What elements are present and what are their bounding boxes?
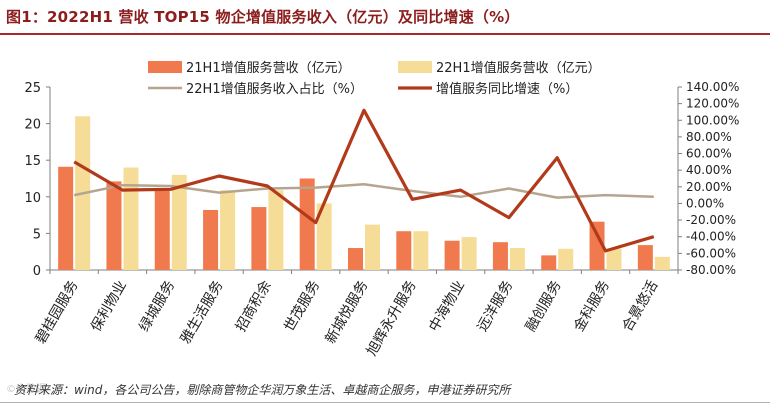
legend-label: 增值服务同比增速（%） xyxy=(436,81,578,97)
ticks-layer: 0 5 10 15 20 25 -80.00% -60.00% -40.00% -20.00% 0.… xyxy=(24,80,739,279)
chart-area: 0 5 10 15 20 25 -80.00% -60.00% -40.00% -20.00% 0.… xyxy=(24,60,739,359)
category-label: 中海物业 xyxy=(426,278,468,334)
bar-21h1 xyxy=(444,240,460,270)
right-tick-label: 120.00% xyxy=(686,97,739,111)
category-label: 招商积余 xyxy=(232,278,275,335)
legend-label: 21H1增值服务营收（亿元） xyxy=(186,60,351,76)
bar-21h1 xyxy=(348,248,363,270)
bar-22h1 xyxy=(654,256,670,270)
category-label: 金科服务 xyxy=(571,278,613,334)
category-label: 雅生活服务 xyxy=(178,278,227,347)
chart-title: 图1：2022H1 营收 TOP15 物企增值服务收入（亿元）及同比增速（%） xyxy=(6,8,520,26)
watermark-text: ©大数据 xyxy=(6,384,46,395)
left-tick-label: 5 xyxy=(33,227,41,242)
category-label: 旭辉永升服务 xyxy=(364,278,420,359)
left-tick-label: 15 xyxy=(24,154,41,169)
growth-line xyxy=(73,108,655,253)
bar-22h1 xyxy=(509,248,525,270)
bar-21h1 xyxy=(299,178,315,270)
right-tick-label: 80.00% xyxy=(686,130,732,144)
bar-21h1 xyxy=(541,255,557,270)
bottom-divider xyxy=(0,402,770,403)
right-tick-label: 140.00% xyxy=(686,80,739,94)
legend-layer: 21H1增值服务营收（亿元） 22H1增值服务营收（亿元） 22H1增值服务收入占比… xyxy=(148,60,601,97)
left-tick-label: 10 xyxy=(24,191,41,206)
legend-swatch xyxy=(398,61,432,73)
ratio-line xyxy=(73,183,654,199)
right-tick-label: -20.00% xyxy=(686,213,736,227)
left-tick-label: 25 xyxy=(24,81,41,96)
bar-22h1 xyxy=(220,190,236,270)
bar-22h1 xyxy=(171,174,187,270)
category-label: 新城悦服务 xyxy=(323,278,372,347)
bar-21h1 xyxy=(396,231,412,270)
bar-21h1 xyxy=(251,207,267,270)
category-label: 远洋服务 xyxy=(475,278,517,334)
bar-22h1 xyxy=(461,237,477,270)
category-label: 碧桂园服务 xyxy=(33,278,82,347)
bar-21h1 xyxy=(106,181,122,270)
category-label: 保利物业 xyxy=(88,278,130,334)
bar-22h1 xyxy=(268,190,284,270)
bar-21h1 xyxy=(637,245,653,270)
right-tick-label: 20.00% xyxy=(686,180,732,194)
legend-label: 22H1增值服务收入占比（%） xyxy=(186,81,363,97)
bar-21h1 xyxy=(58,166,74,270)
bar-22h1 xyxy=(123,167,139,270)
right-tick-label: -40.00% xyxy=(686,230,736,244)
left-tick-label: 20 xyxy=(24,118,41,133)
bar-22h1 xyxy=(606,248,622,270)
legend-swatch xyxy=(148,61,182,73)
category-label: 绿城服务 xyxy=(136,278,178,334)
bar-21h1 xyxy=(492,242,508,270)
bar-21h1 xyxy=(589,221,605,270)
right-tick-label: 60.00% xyxy=(686,147,732,161)
bar-21h1 xyxy=(154,190,170,270)
category-label: 融创服务 xyxy=(523,278,565,334)
lines-layer xyxy=(73,108,655,253)
right-tick-label: -80.00% xyxy=(686,263,736,277)
right-tick-label: -60.00% xyxy=(686,246,736,260)
title-divider xyxy=(0,33,770,35)
category-label: 世茂服务 xyxy=(280,278,323,335)
category-label: 合景悠活 xyxy=(619,278,661,334)
bar-22h1 xyxy=(316,203,332,270)
right-tick-label: 0.00% xyxy=(686,196,724,210)
source-note: 资料来源：wind，各公司公告，剔除商管物企华润万象生活、卓越商企服务，申港证券… xyxy=(14,383,511,397)
bar-22h1 xyxy=(413,231,429,270)
bar-21h1 xyxy=(203,209,219,270)
bar-22h1 xyxy=(558,248,574,270)
right-tick-label: 100.00% xyxy=(686,113,739,127)
bars-layer xyxy=(58,116,670,270)
axes-layer xyxy=(49,87,679,271)
right-tick-label: 40.00% xyxy=(686,163,732,177)
bar-22h1 xyxy=(365,224,380,270)
left-tick-label: 0 xyxy=(33,264,41,279)
legend-label: 22H1增值服务营收（亿元） xyxy=(436,60,601,76)
